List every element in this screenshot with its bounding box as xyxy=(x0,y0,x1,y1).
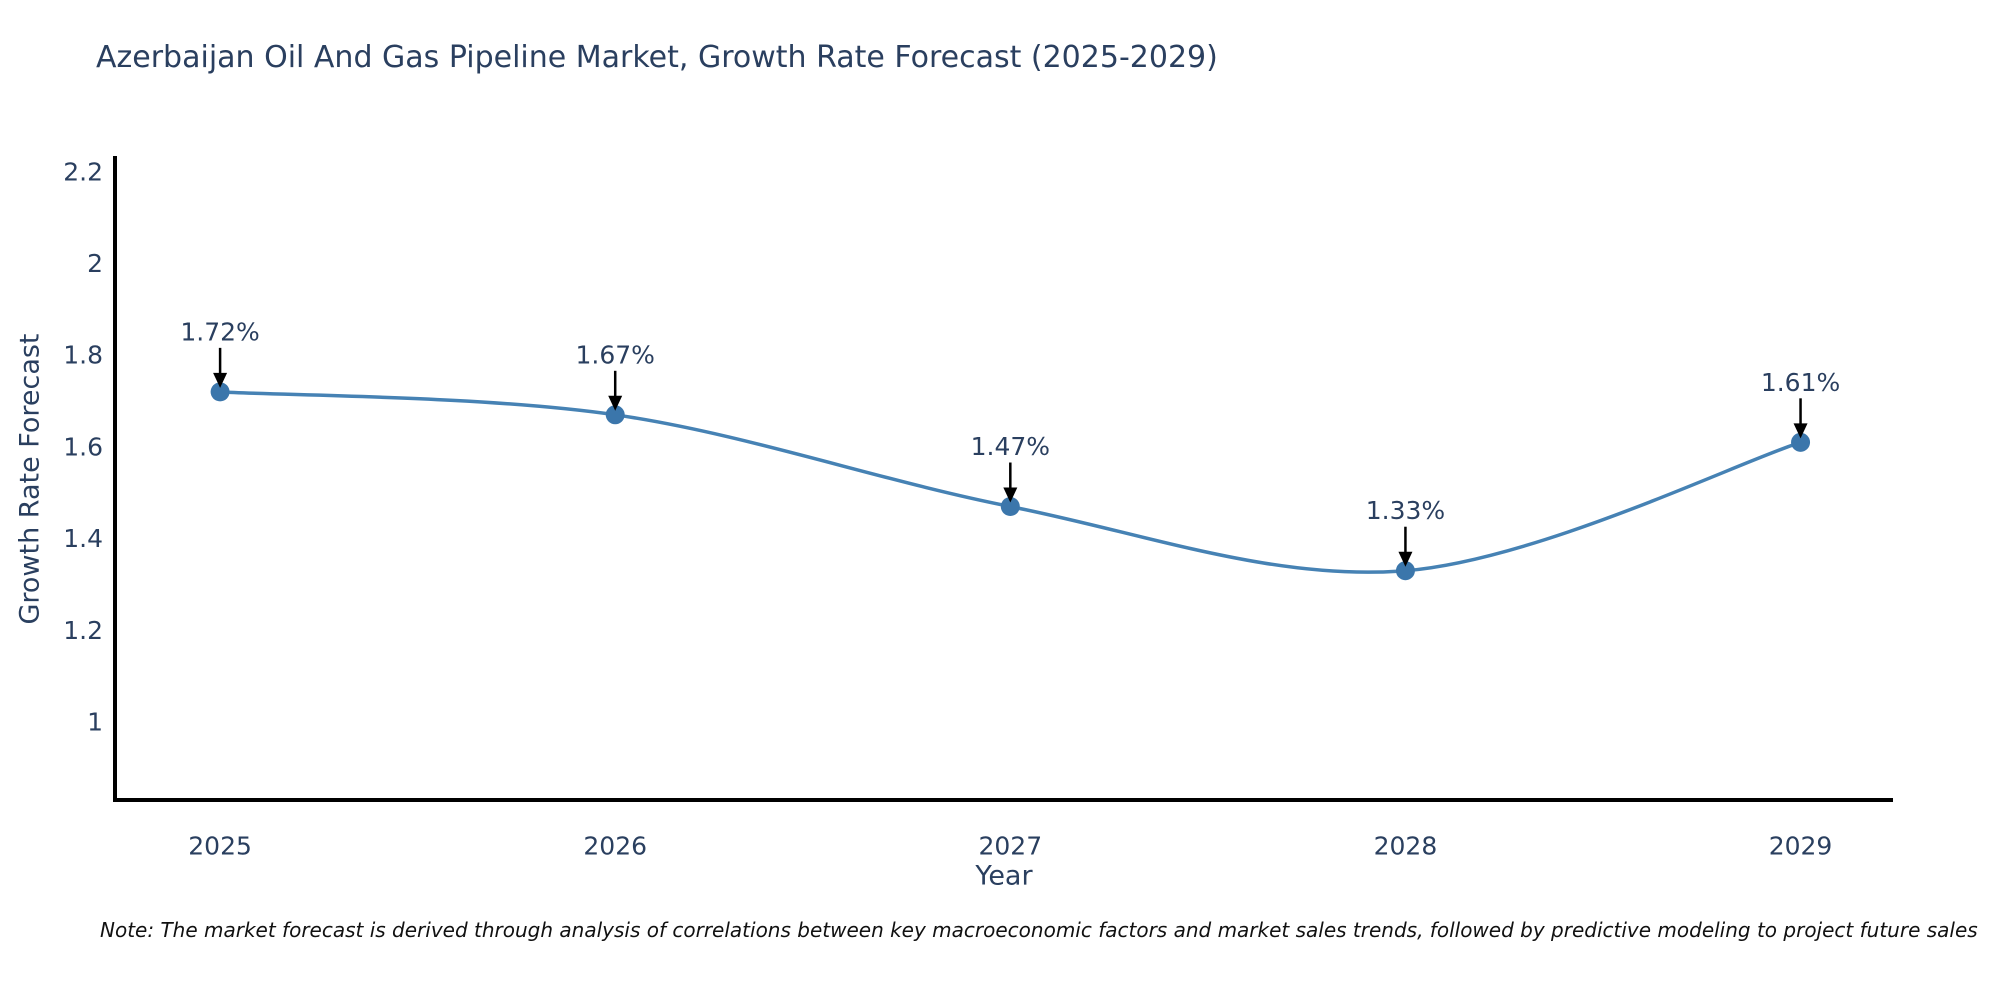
annotation-arrowhead xyxy=(213,372,228,388)
x-tick-label: 2026 xyxy=(583,832,647,861)
annotation-arrowhead xyxy=(1793,423,1808,439)
point-annotation-label: 1.67% xyxy=(575,340,654,369)
x-tick-label: 2029 xyxy=(1769,832,1833,861)
data-point-marker[interactable] xyxy=(210,382,230,402)
annotation-arrowhead xyxy=(1003,487,1018,503)
y-tick-label: 1.6 xyxy=(63,432,103,461)
x-tick-label: 2027 xyxy=(979,832,1043,861)
y-tick-label: 2 xyxy=(87,249,103,278)
data-point-marker[interactable] xyxy=(605,405,625,425)
y-tick-label: 1.2 xyxy=(63,616,103,645)
data-point-marker[interactable] xyxy=(1395,561,1415,581)
chart-title: Azerbaijan Oil And Gas Pipeline Market, … xyxy=(96,40,1218,75)
y-tick-label: 2.2 xyxy=(63,157,103,186)
annotation-arrowhead xyxy=(608,395,623,411)
footnote: Note: The market forecast is derived thr… xyxy=(100,918,1978,942)
data-point-marker[interactable] xyxy=(1000,497,1020,517)
x-tick-label: 2025 xyxy=(188,832,252,861)
x-axis-title: Year xyxy=(974,861,1033,892)
y-tick-label: 1.8 xyxy=(63,341,103,370)
point-annotation-label: 1.47% xyxy=(971,432,1050,461)
y-axis-title: Growth Rate Forecast xyxy=(15,333,46,624)
x-tick-label: 2028 xyxy=(1374,832,1438,861)
y-tick-label: 1 xyxy=(87,708,103,737)
data-point-marker[interactable] xyxy=(1791,432,1811,452)
point-annotation-label: 1.72% xyxy=(180,317,259,346)
point-annotation-label: 1.61% xyxy=(1761,368,1840,397)
annotation-arrowhead xyxy=(1398,551,1413,567)
point-annotation-label: 1.33% xyxy=(1366,496,1445,525)
y-tick-label: 1.4 xyxy=(63,524,103,553)
